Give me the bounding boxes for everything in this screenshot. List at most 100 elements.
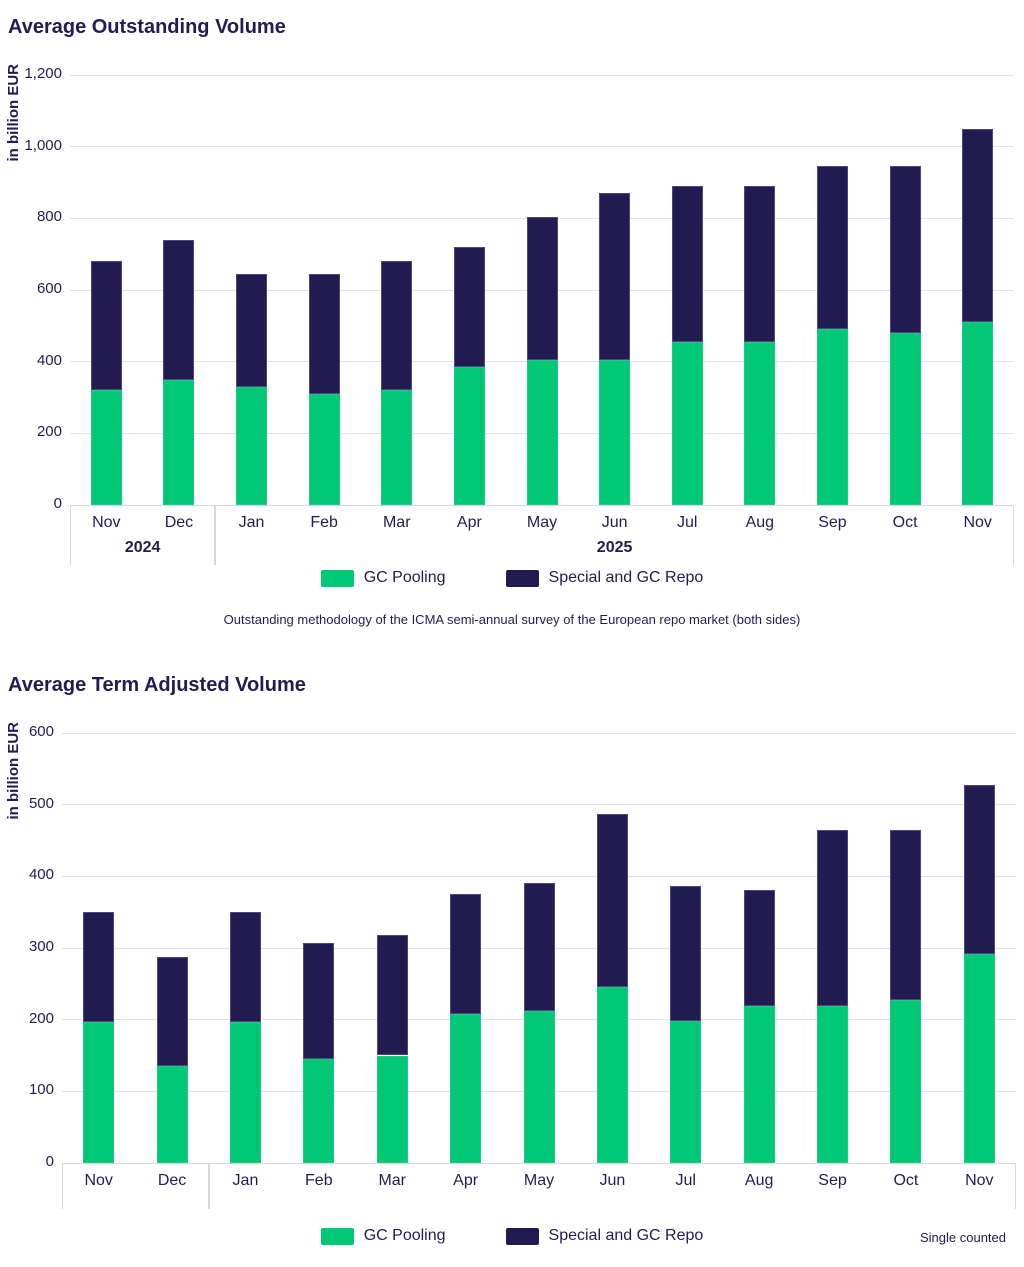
chart2-y-tick-label: 100 xyxy=(28,1081,54,1099)
bar-segment-nov-gc-pooling[interactable] xyxy=(83,1021,115,1163)
bar-segment-jan-gc-pooling[interactable] xyxy=(229,1021,261,1163)
bar-segment-feb-special-and-gc-repo[interactable] xyxy=(308,273,340,394)
bar-segment-jan-special-and-gc-repo[interactable] xyxy=(229,912,261,1022)
chart2-gridline-500 xyxy=(62,804,1016,806)
chart2-single-counted-note: Single counted xyxy=(919,1230,1006,1245)
chart2-x-tick-label-apr-5: Apr xyxy=(453,1172,479,1189)
chart1-x-tick-label-apr-5: Apr xyxy=(456,514,482,531)
bar-segment-apr-gc-pooling[interactable] xyxy=(450,1013,482,1163)
bar-segment-dec-gc-pooling[interactable] xyxy=(156,1066,188,1163)
bar-segment-nov-gc-pooling[interactable] xyxy=(962,322,994,505)
bar-segment-nov-special-and-gc-repo[interactable] xyxy=(962,128,994,323)
legend-item-special-gc-repo[interactable]: Special and GC Repo xyxy=(505,569,704,587)
bar-segment-jun-special-and-gc-repo[interactable] xyxy=(599,193,631,360)
legend-item-special-gc-repo[interactable]: Special and GC Repo xyxy=(505,1227,704,1245)
bar-segment-oct-gc-pooling[interactable] xyxy=(889,333,921,505)
bar-segment-apr-special-and-gc-repo[interactable] xyxy=(453,247,485,368)
chart1-gridline-1,200 xyxy=(70,74,1014,76)
bar-segment-mar-special-and-gc-repo[interactable] xyxy=(381,261,413,391)
bar-segment-nov-special-and-gc-repo[interactable] xyxy=(963,785,995,954)
chart2-gridline-600 xyxy=(62,732,1016,734)
chart1-title: Average Outstanding Volume xyxy=(8,16,286,38)
bar-segment-aug-special-and-gc-repo[interactable] xyxy=(743,889,775,1007)
bar-segment-nov-special-and-gc-repo[interactable] xyxy=(83,912,115,1022)
bar-segment-sep-gc-pooling[interactable] xyxy=(817,1006,849,1163)
chart1-gridline-1,000 xyxy=(70,146,1014,148)
chart2-x-tick-label-dec-1: Dec xyxy=(157,1172,187,1189)
chart2-x-tick-label-feb-3: Feb xyxy=(305,1172,333,1189)
bar-segment-oct-special-and-gc-repo[interactable] xyxy=(890,829,922,1000)
chart1-y-tick-label: 200 xyxy=(36,423,62,441)
chart2-x-tick-label-sep-10: Sep xyxy=(818,1172,847,1189)
bar-segment-aug-gc-pooling[interactable] xyxy=(744,341,776,505)
chart1-x-tick-label-jan-2: Jan xyxy=(238,514,265,531)
bar-segment-mar-special-and-gc-repo[interactable] xyxy=(376,935,408,1056)
bar-segment-sep-special-and-gc-repo[interactable] xyxy=(816,166,848,330)
bar-segment-jul-special-and-gc-repo[interactable] xyxy=(670,886,702,1022)
chart1-y-tick-label: 400 xyxy=(36,351,62,369)
bar-segment-jul-gc-pooling[interactable] xyxy=(671,341,703,505)
chart1-x-tick-label-nov-12: Nov xyxy=(963,514,992,531)
bar-segment-jul-gc-pooling[interactable] xyxy=(670,1021,702,1163)
chart2-y-tick-label: 200 xyxy=(28,1009,54,1027)
bar-segment-feb-gc-pooling[interactable] xyxy=(308,393,340,505)
bar-segment-jan-gc-pooling[interactable] xyxy=(236,386,268,505)
bar-segment-dec-gc-pooling[interactable] xyxy=(163,379,195,505)
legend-label-special-gc-repo: Special and GC Repo xyxy=(548,569,704,586)
chart2-y-tick-label: 400 xyxy=(28,866,54,884)
legend-label-special-gc-repo: Special and GC Repo xyxy=(548,1227,704,1244)
chart1-y-tick-label: 1,000 xyxy=(24,136,62,154)
chart1-x-tick-label-dec-1: Dec xyxy=(164,514,194,531)
bar-segment-aug-special-and-gc-repo[interactable] xyxy=(744,186,776,342)
legend-item-gc-pooling[interactable]: GC Pooling xyxy=(320,569,446,587)
bar-segment-jun-gc-pooling[interactable] xyxy=(596,987,628,1163)
chart1-year-label-2024: 2024 xyxy=(124,539,161,556)
bar-segment-oct-special-and-gc-repo[interactable] xyxy=(889,166,921,333)
bar-segment-may-special-and-gc-repo[interactable] xyxy=(526,216,558,360)
bar-segment-jan-special-and-gc-repo[interactable] xyxy=(236,273,268,387)
chart1-year-group-box-1 xyxy=(70,505,216,565)
bar-segment-dec-special-and-gc-repo[interactable] xyxy=(163,239,195,380)
chart2-y-tick-label: 500 xyxy=(28,794,54,812)
chart1-x-tick-label-may-6: May xyxy=(526,514,558,531)
gc-pooling-swatch-icon xyxy=(320,569,354,587)
chart1-x-tick-label-nov-0: Nov xyxy=(92,514,121,531)
bar-segment-nov-gc-pooling[interactable] xyxy=(90,390,122,505)
bar-segment-oct-gc-pooling[interactable] xyxy=(890,999,922,1163)
bar-segment-may-gc-pooling[interactable] xyxy=(526,359,558,505)
chart2-x-tick-label-may-6: May xyxy=(523,1172,555,1189)
chart1-y-tick-label: 0 xyxy=(53,495,62,512)
bar-segment-aug-gc-pooling[interactable] xyxy=(743,1006,775,1163)
chart2-legend: GC Pooling Special and GC Repo xyxy=(0,1227,1024,1245)
bar-segment-nov-gc-pooling[interactable] xyxy=(963,953,995,1163)
bar-segment-sep-gc-pooling[interactable] xyxy=(816,329,848,505)
bar-segment-mar-gc-pooling[interactable] xyxy=(376,1055,408,1163)
chart2-x-tick-label-jun-7: Jun xyxy=(599,1172,626,1189)
chart1-footnote: Outstanding methodology of the ICMA semi… xyxy=(223,612,801,627)
chart2-x-tick-label-aug-9: Aug xyxy=(744,1172,774,1189)
bar-segment-jun-special-and-gc-repo[interactable] xyxy=(596,813,628,988)
chart2-year-group-box-1 xyxy=(62,1163,209,1209)
bar-segment-mar-gc-pooling[interactable] xyxy=(381,390,413,505)
bar-segment-jun-gc-pooling[interactable] xyxy=(599,359,631,505)
chart1-x-tick-label-aug-9: Aug xyxy=(745,514,775,531)
chart1-x-tick-label-mar-4: Mar xyxy=(382,514,411,531)
bar-segment-may-special-and-gc-repo[interactable] xyxy=(523,882,555,1012)
chart2-x-tick-label-jan-2: Jan xyxy=(232,1172,259,1189)
legend-item-gc-pooling[interactable]: GC Pooling xyxy=(320,1227,446,1245)
bar-segment-sep-special-and-gc-repo[interactable] xyxy=(817,829,849,1007)
bar-segment-nov-special-and-gc-repo[interactable] xyxy=(90,261,122,391)
bar-segment-apr-gc-pooling[interactable] xyxy=(453,367,485,505)
bar-segment-dec-special-and-gc-repo[interactable] xyxy=(156,957,188,1067)
bar-segment-feb-special-and-gc-repo[interactable] xyxy=(303,942,335,1060)
bar-segment-may-gc-pooling[interactable] xyxy=(523,1011,555,1163)
bar-segment-feb-gc-pooling[interactable] xyxy=(303,1059,335,1163)
chart1-x-tick-label-feb-3: Feb xyxy=(310,514,338,531)
special-gc-repo-swatch-icon xyxy=(505,569,539,587)
chart1-x-tick-label-jun-7: Jun xyxy=(601,514,628,531)
gc-pooling-swatch-icon xyxy=(320,1227,354,1245)
bar-segment-jul-special-and-gc-repo[interactable] xyxy=(671,186,703,342)
bar-segment-apr-special-and-gc-repo[interactable] xyxy=(450,893,482,1014)
chart2-x-tick-label-mar-4: Mar xyxy=(378,1172,406,1189)
chart1-y-tick-label: 800 xyxy=(36,208,62,226)
